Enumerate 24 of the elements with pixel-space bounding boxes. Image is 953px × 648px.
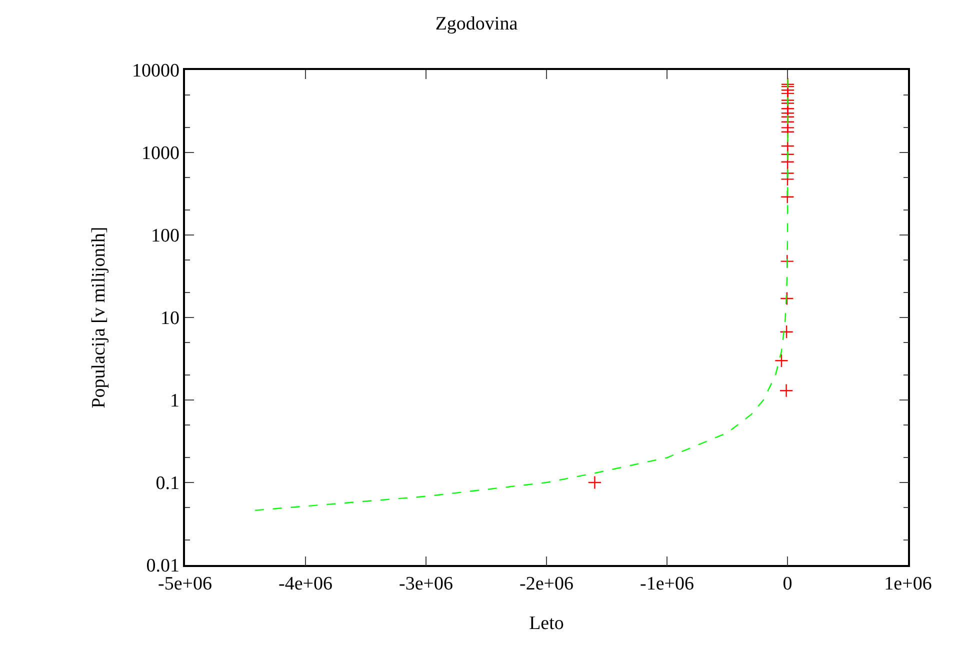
y-tick-label: 100 xyxy=(150,226,180,247)
line-series xyxy=(254,77,788,511)
y-tick-label: 1 xyxy=(170,390,180,412)
x-tick-label: -4e+06 xyxy=(278,574,332,595)
point xyxy=(780,139,795,153)
point xyxy=(774,354,788,368)
y-axis-title: Populacija [v milijonih] xyxy=(88,226,110,408)
x-tick-label: -3e+06 xyxy=(399,574,453,595)
y-tick-label: 0.1 xyxy=(156,473,180,494)
point xyxy=(780,292,794,306)
y-tick-label: 10 xyxy=(160,308,180,330)
x-tick-label: 1e+06 xyxy=(884,574,932,595)
chart-title: Zgodovina xyxy=(435,14,518,34)
x-tick-label: -2e+06 xyxy=(520,574,574,595)
point xyxy=(780,77,795,92)
point xyxy=(780,166,794,180)
point xyxy=(588,476,602,490)
point xyxy=(780,324,794,339)
point xyxy=(779,384,794,398)
x-tick-label: -1e+06 xyxy=(640,574,694,595)
x-axis-title: Leto xyxy=(529,612,564,634)
y-tick-label: 1000 xyxy=(141,143,180,164)
x-tick-label: 0 xyxy=(782,574,792,595)
y-tick-label: 10000 xyxy=(132,60,180,82)
